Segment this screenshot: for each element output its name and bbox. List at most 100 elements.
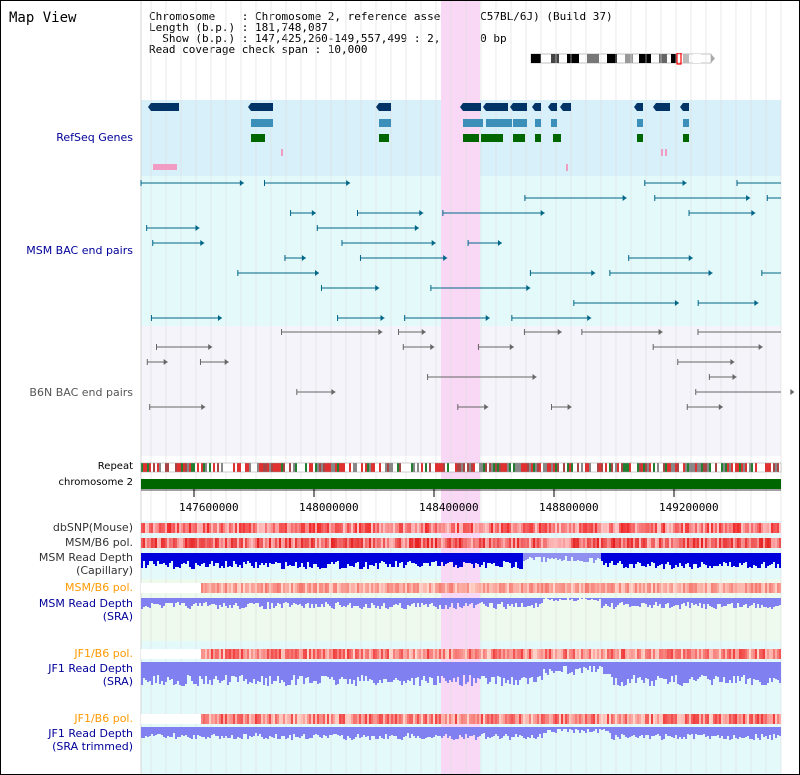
msm-sra-pol-heat [579,583,581,593]
msm-sra-pol-heat [325,583,327,593]
dbsnp-heat [701,523,703,533]
msm-sra-pol-heat [687,583,689,593]
dbsnp-heat [367,523,369,533]
jf1-trimmed-depth-bar [401,727,403,740]
dbsnp-heat [669,523,671,533]
repeat-segment [275,463,277,472]
jf1-trimmed-depth-bar [689,727,691,735]
axis-tick-label: 148400000 [419,501,479,514]
jf1-pol-heat [649,649,651,659]
jf1-trimmed-depth-bar [521,727,523,736]
track-label-b6n-bac[interactable]: B6N BAC end pairs [29,386,133,399]
dbsnp-heat [287,523,289,533]
track-label-msm-depth-capillary[interactable]: MSM Read Depth [38,551,133,564]
msm-b6-pol-heat [231,538,233,548]
info-chromosome: Chromosome : Chromosome 2, reference ass… [149,10,613,23]
msm-b6-pol-heat [661,538,663,548]
msm-capillary-depth-bar [199,553,201,566]
msm-capillary-depth-bar [145,553,147,568]
msm-sra-pol-heat [305,583,307,593]
jf1-pol-heat [771,649,773,659]
msm-capillary-depth-bar [315,553,317,564]
jf1-trim-pol-heat [605,714,607,724]
msm-capillary-depth-bar [617,553,619,563]
msm-sra-pol-heat [523,583,525,593]
jf1-sra-depth-bar [667,662,669,684]
repeat-segment [483,463,485,472]
track-label-refseq[interactable]: RefSeq Genes [56,131,133,144]
msm-capillary-depth-bar [203,553,205,563]
jf1-pol-heat [711,649,713,659]
track-label-msm-depth-sra[interactable]: MSM Read Depth [38,597,133,610]
repeat-segment [625,463,627,472]
dbsnp-heat [509,523,511,533]
msm-sra-depth-bar [431,598,433,603]
dbsnp-heat [645,523,647,533]
jf1-trim-pol-heat [411,714,413,724]
dbsnp-heat [707,523,709,533]
track-label-jf1-depth-sra[interactable]: JF1 Read Depth [48,662,133,675]
jf1-trimmed-depth-bar [175,727,177,739]
dbsnp-heat [449,523,451,533]
jf1-pol-heat [263,649,265,659]
jf1-trimmed-depth-bar [695,727,697,734]
track-label-jf1-b6-pol-trimmed[interactable]: JF1/B6 pol. [74,712,133,725]
track-label-msm-b6-pol[interactable]: MSM/B6 pol. [65,536,133,549]
msm-sra-pol-heat [531,583,533,593]
dbsnp-heat [435,523,437,533]
jf1-pol-heat [349,649,351,659]
jf1-trimmed-depth-bar [493,727,495,736]
jf1-trim-pol-heat [275,714,277,724]
msm-capillary-depth-bar [175,553,177,567]
jf1-trimmed-depth-bar [665,727,667,734]
gene-feature [637,134,643,142]
track-label-dbsnp[interactable]: dbSNP(Mouse) [52,521,133,534]
msm-capillary-depth-bar [637,553,639,562]
msm-b6-pol-heat [765,538,767,548]
msm-sra-pol-heat [215,583,217,593]
jf1-pol-heat [321,649,323,659]
msm-capillary-depth-bar [471,553,473,564]
track-label-msm-b6-pol-sra[interactable]: MSM/B6 pol. [65,581,133,594]
msm-b6-pol-heat [501,538,503,548]
jf1-trimmed-depth-bar [675,727,677,735]
chromosome-ideogram[interactable] [529,53,715,65]
jf1-sra-depth-bar [637,662,639,678]
jf1-trimmed-depth-bar [255,727,257,733]
msm-b6-pol-heat [249,538,251,548]
jf1-trim-pol-heat [603,714,605,724]
repeat-segment [721,463,723,472]
jf1-sra-depth-bar [295,662,297,685]
track-label-jf1-depth-trimmed[interactable]: JF1 Read Depth [48,727,133,740]
gene-feature [251,103,273,111]
msm-capillary-depth-bar [501,553,503,567]
msm-b6-pol-heat [173,538,175,548]
msm-capillary-depth-bar [407,553,409,562]
msm-b6-pol-heat [255,538,257,548]
jf1-trimmed-depth-bar [421,727,423,739]
jf1-pol-heat [259,649,261,659]
gene-arrow [376,103,379,111]
msm-sra-depth-bar [483,598,485,604]
msm-b6-pol-heat [267,538,269,548]
msm-sra-depth-bar [459,598,461,607]
msm-sra-depth-bar [649,598,651,605]
msm-sra-depth-bar [253,598,255,604]
msm-capillary-depth-bar [271,553,273,564]
msm-sra-pol-heat [233,583,235,593]
msm-capillary-depth-bar [477,553,479,564]
track-label-msm-bac[interactable]: MSM BAC end pairs [26,244,133,257]
msm-sra-depth-bar [705,598,707,609]
repeat-segment [719,463,721,472]
msm-capillary-depth-bar [723,553,725,562]
msm-sra-depth-bar [225,598,227,606]
repeat-segment [497,463,499,472]
track-label-jf1-b6-pol[interactable]: JF1/B6 pol. [74,647,133,660]
jf1-trim-pol-heat [489,714,491,724]
repeat-segment [573,463,575,472]
repeat-segment [181,463,183,472]
dbsnp-heat [451,523,453,533]
jf1-pol-heat [217,649,219,659]
msm-b6-pol-heat [307,538,309,548]
